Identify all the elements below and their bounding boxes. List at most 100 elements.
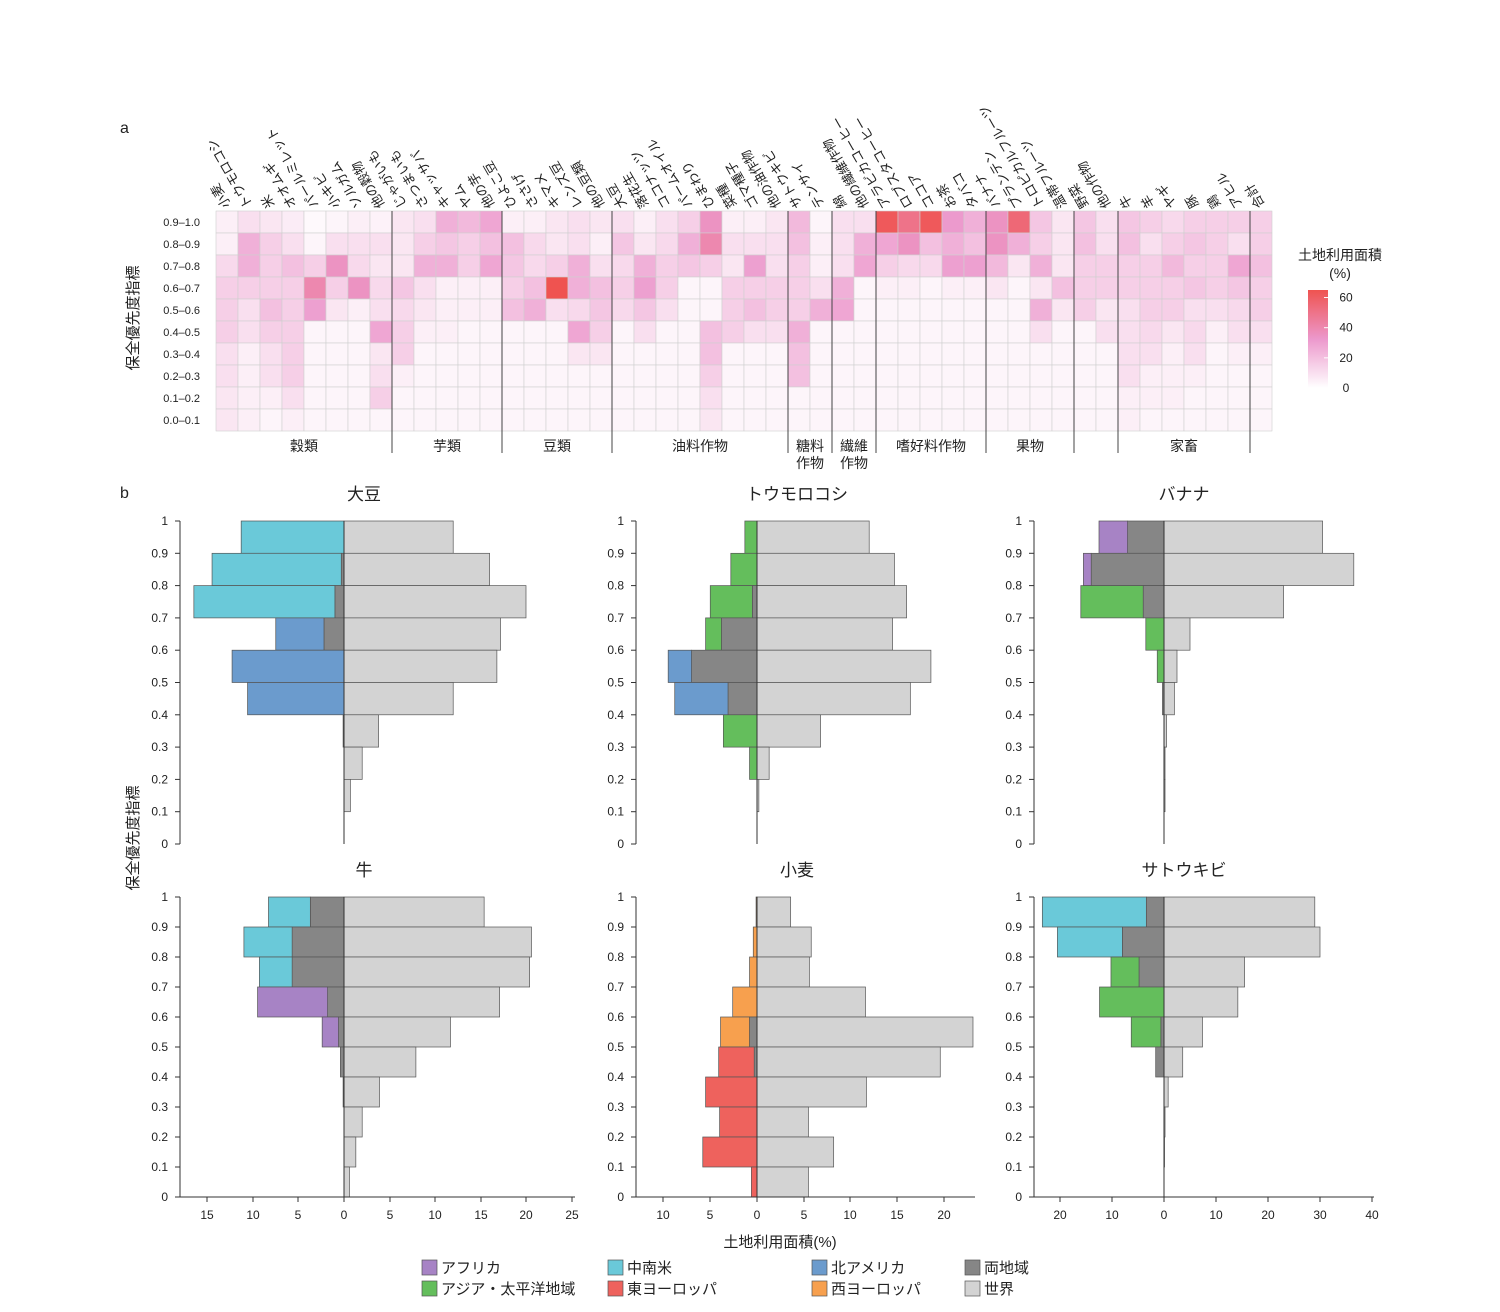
heatmap-cell — [303, 298, 327, 322]
legend-swatch — [421, 1280, 438, 1297]
legend-item-world: 世界 — [964, 1280, 1014, 1298]
colorbar-tick-label: 40 — [1339, 321, 1353, 335]
heatmap-cell — [611, 210, 635, 234]
heatmap-cell — [457, 386, 481, 410]
heatmap-cell — [831, 276, 855, 300]
heatmap-cell — [831, 210, 855, 234]
x-tick-label: 5 — [295, 1208, 302, 1222]
y-tick-label: 0.4 — [1005, 708, 1022, 722]
heatmap-cell — [457, 342, 481, 366]
y-tick-label: 1 — [161, 514, 168, 528]
heatmap-cell — [919, 364, 943, 388]
histogram-panel: トウモロコシ 0 0.1 0.2 0.3 0.4 0.5 0.6 0.7 0.8 0.9 1 — [607, 485, 932, 851]
y-tick-label: 0.3 — [151, 1100, 168, 1114]
bar-world — [343, 1046, 417, 1078]
heatmap-cell — [1139, 210, 1163, 234]
x-tick-label: 20 — [519, 1208, 533, 1222]
legend-item-latin-america: 中南米 — [607, 1259, 672, 1277]
heatmap-cell — [611, 276, 635, 300]
heatmap-cell — [787, 298, 811, 322]
heatmap-cell — [765, 320, 789, 344]
heatmap-row-label: 0.6–0.7 — [163, 283, 200, 295]
heatmap-cell — [875, 364, 899, 388]
colorbar-bar — [1308, 290, 1328, 388]
bar-world — [756, 1106, 809, 1138]
y-tick-label: 0.6 — [607, 643, 624, 657]
y-tick-label: 0 — [1015, 1190, 1022, 1204]
y-tick-label: 0 — [161, 1190, 168, 1204]
heatmap-group-label: 繊維 — [840, 438, 868, 454]
heatmap-cell — [1029, 232, 1053, 256]
heatmap-cell — [237, 342, 261, 366]
heatmap-cell — [699, 408, 723, 432]
heatmap-cell — [589, 364, 613, 388]
heatmap-cell — [831, 298, 855, 322]
bar-north-america — [231, 649, 345, 683]
legend-label: アフリカ — [441, 1260, 501, 1277]
heatmap-cell — [897, 342, 921, 366]
heatmap-cell — [281, 254, 305, 278]
heatmap-cell — [787, 386, 811, 410]
y-tick-label: 0.4 — [151, 1070, 168, 1084]
heatmap-cell — [1161, 298, 1185, 322]
y-tick-label: 0.3 — [1005, 1100, 1022, 1114]
heatmap-cell — [237, 232, 261, 256]
heatmap-cell — [237, 276, 261, 300]
heatmap-cell — [237, 254, 261, 278]
heatmap-cell — [875, 386, 899, 410]
heatmap-cell — [633, 210, 657, 234]
heatmap-cell — [435, 408, 459, 432]
heatmap-cell — [237, 320, 261, 344]
bar-latin-america — [193, 585, 336, 619]
heatmap-cell — [347, 386, 371, 410]
heatmap-cell — [303, 386, 327, 410]
bar-world — [1163, 1076, 1169, 1108]
heatmap-cell — [1029, 364, 1053, 388]
heatmap-cell — [369, 342, 393, 366]
histogram-xlabel: 土地利用面積(%) — [723, 1234, 836, 1251]
heatmap-cell — [699, 276, 723, 300]
heatmap-cell — [1205, 342, 1229, 366]
colorbar-tick-label: 20 — [1339, 351, 1353, 365]
heatmap-cell — [281, 408, 305, 432]
heatmap-cell — [1227, 342, 1251, 366]
bar-world — [343, 682, 454, 716]
heatmap-cell — [303, 254, 327, 278]
heatmap-cell — [809, 364, 833, 388]
heatmap-column-label: 鶏 — [1204, 192, 1223, 211]
heatmap-cell — [1007, 298, 1031, 322]
x-tick-label: 20 — [1261, 1208, 1275, 1222]
heatmap-cell — [985, 254, 1009, 278]
heatmap-cell — [347, 408, 371, 432]
heatmap-cell — [919, 386, 943, 410]
bar-west-europe — [752, 926, 758, 958]
heatmap-cell — [787, 342, 811, 366]
y-tick-label: 0.4 — [151, 708, 168, 722]
y-tick-label: 0.8 — [607, 579, 624, 593]
heatmap-cell — [1051, 210, 1075, 234]
heatmap-cell — [1183, 276, 1207, 300]
legend-item-north-america: 北アメリカ — [811, 1259, 905, 1277]
heatmap-cell — [259, 254, 283, 278]
heatmap-cell — [655, 232, 679, 256]
heatmap-cell — [963, 342, 987, 366]
heatmap-cell — [963, 298, 987, 322]
heatmap-cell — [215, 210, 239, 234]
heatmap-cell — [523, 298, 547, 322]
heatmap-cell — [743, 342, 767, 366]
heatmap-cell — [875, 320, 899, 344]
heatmap-cell — [347, 276, 371, 300]
heatmap-cell — [1161, 254, 1185, 278]
heatmap-cell — [281, 298, 305, 322]
heatmap-cell — [699, 210, 723, 234]
heatmap-cell — [215, 232, 239, 256]
y-tick-label: 0.6 — [151, 1010, 168, 1024]
heatmap-cell — [1205, 298, 1229, 322]
heatmap-row-label: 0.7–0.8 — [163, 261, 200, 273]
heatmap-cell — [765, 298, 789, 322]
heatmap-panel: 0.9–1.0 0.8–0.9 0.7–0.8 0.6–0.7 0.5–0.6 0.4–0… — [163, 102, 1273, 471]
heatmap-cell — [1117, 364, 1141, 388]
bar-world — [343, 1136, 357, 1168]
heatmap-cell — [259, 386, 283, 410]
heatmap-cell — [501, 320, 525, 344]
